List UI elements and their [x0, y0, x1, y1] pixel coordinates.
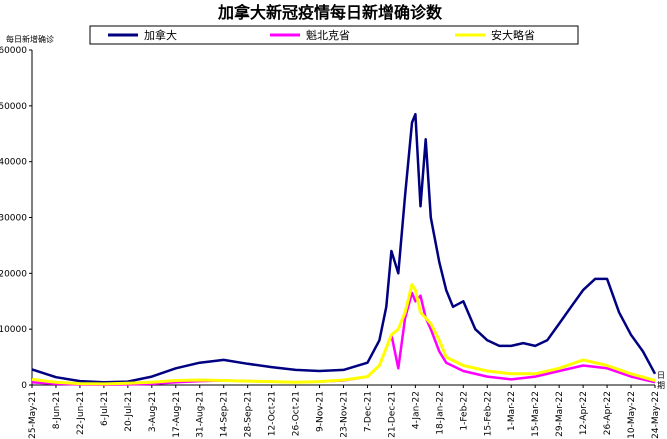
- legend-label-2: 安大略省: [491, 28, 535, 42]
- y-tick-label: 50000: [0, 102, 27, 112]
- x-tick-label: 8-Jun-21: [52, 391, 62, 429]
- x-tick-label: 15-Mar-22: [531, 391, 541, 437]
- legend: 加拿大 魁北克省 安大略省: [89, 25, 579, 45]
- x-tick-label: 25-May-21: [28, 391, 38, 439]
- x-tick-label: 4-Jan-22: [411, 391, 421, 429]
- x-tick-label: 10-May-22: [627, 391, 637, 439]
- x-tick-label: 31-Aug-21: [196, 391, 206, 438]
- y-tick-label: 20000: [0, 269, 27, 279]
- plot-frame: [31, 50, 655, 386]
- x-tick-label: 1-Mar-22: [507, 391, 517, 431]
- y-tick-label: 0: [21, 381, 27, 391]
- x-axis: 25-May-21 8-Jun-21 22-Jun-21 6-Jul-21 20-Jul…: [28, 385, 661, 439]
- x-tick-label: 6-Jul-21: [100, 391, 110, 426]
- x-tick-label: 9-Nov-21: [316, 391, 326, 432]
- legend-label-0: 加拿大: [144, 28, 177, 42]
- x-tick-label: 26-Oct-21: [292, 391, 302, 436]
- x-tick-label: 26-Apr-22: [603, 391, 613, 435]
- x-tick-label: 3-Aug-21: [148, 391, 158, 432]
- x-tick-label: 17-Aug-21: [172, 391, 182, 438]
- series-line-0: [31, 112, 657, 384]
- x-tick-label: 18-Jan-22: [435, 391, 445, 435]
- series-line-2: [31, 283, 656, 386]
- x-tick-label: 29-Mar-22: [555, 391, 565, 437]
- x-tick-label: 12-Oct-21: [268, 391, 278, 436]
- legend-box: [89, 25, 579, 45]
- y-tick-label: 60000: [0, 46, 27, 56]
- x-tick-label: 21-Dec-21: [387, 391, 397, 438]
- x-tick-label: 22-Jun-21: [76, 391, 86, 435]
- series-line-1: [31, 291, 656, 386]
- x-tick-label: 7-Dec-21: [363, 391, 373, 432]
- x-tick-label: 12-Apr-22: [579, 391, 589, 435]
- y-axis-label: 每日新增确诊: [6, 34, 54, 44]
- chart-title: 加拿大新冠疫情每日新增确诊数: [217, 3, 443, 22]
- x-tick-label: 28-Sep-21: [244, 391, 254, 437]
- x-tick-label: 24-May-22: [651, 391, 661, 439]
- y-tick-label: 40000: [0, 158, 27, 168]
- y-tick-label: 30000: [0, 214, 27, 224]
- legend-label-1: 魁北克省: [306, 28, 350, 42]
- x-axis-label: 日期: [657, 371, 665, 390]
- x-tick-label: 20-Jul-21: [124, 391, 134, 432]
- y-tick-label: 10000: [0, 325, 27, 335]
- x-tick-label: 14-Sep-21: [220, 391, 230, 437]
- x-tick-label: 15-Feb-22: [483, 391, 493, 436]
- series-lines: [31, 112, 657, 386]
- x-tick-label: 23-Nov-21: [340, 391, 350, 438]
- x-tick-label: 1-Feb-22: [459, 391, 469, 431]
- y-axis: 0 10000 20000 30000 40000 50000 60000: [0, 46, 32, 391]
